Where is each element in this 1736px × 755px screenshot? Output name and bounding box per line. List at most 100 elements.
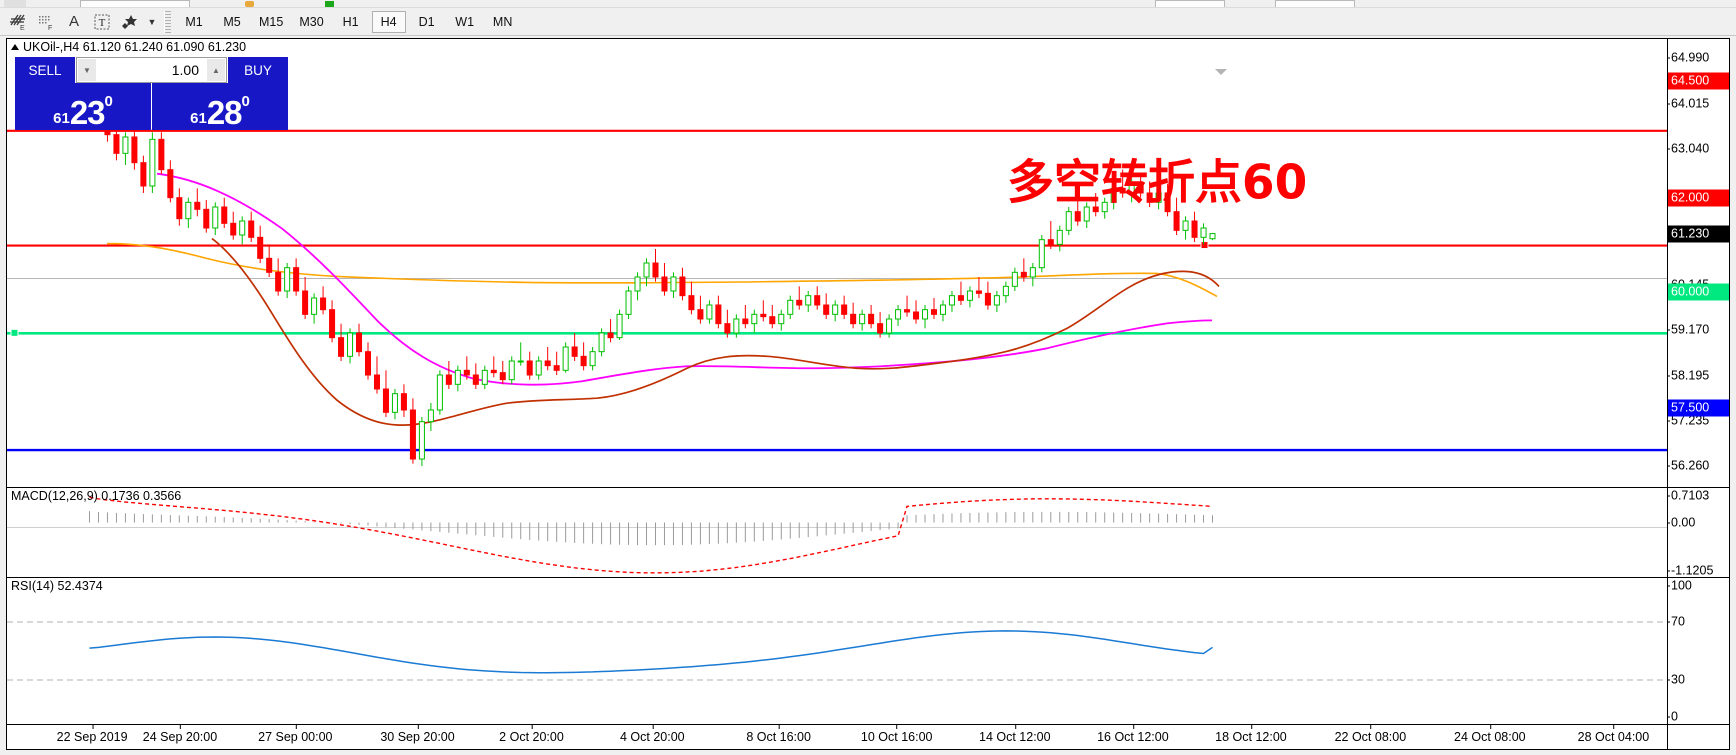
- timeframe-button-h4[interactable]: H4: [371, 10, 406, 33]
- ma-darkred-path: [211, 237, 1220, 426]
- candle-body: [248, 220, 255, 238]
- buy-price-button[interactable]: 61 28 0: [152, 83, 288, 130]
- sell-price-button[interactable]: 61 23 0: [15, 83, 151, 130]
- timeframe-button-m1[interactable]: M1: [185, 14, 203, 29]
- candle-body: [382, 388, 389, 413]
- symbol-ohlc-text: UKOil-,H4 61.120 61.240 61.090 61.230: [23, 40, 247, 54]
- macd-scale[interactable]: 0.7103 0.00 -1.1205: [1666, 488, 1729, 578]
- svg-text:E: E: [20, 25, 25, 31]
- time-axis-label: 30 Sep 20:00: [380, 724, 455, 744]
- sell-price-main: 23: [69, 94, 106, 131]
- objects-icon[interactable]: [117, 10, 143, 34]
- scale-corner: [1667, 724, 1729, 749]
- candle-body: [535, 360, 542, 376]
- indicators-glyph: E: [10, 14, 25, 31]
- price-scale[interactable]: 64.99064.01563.04062.06561.16560.14559.1…: [1666, 39, 1729, 487]
- time-axis-label: 22 Oct 08:00: [1334, 724, 1407, 744]
- price-tag-64-500[interactable]: 64.500: [1668, 72, 1729, 90]
- price-tag-62-000[interactable]: 62.000: [1668, 189, 1729, 207]
- indicators-icon[interactable]: E: [5, 10, 31, 34]
- one-click-trading-panel: SELL ▼ 1.00 ▲ BUY 61 23 0 61 28 0: [15, 57, 288, 130]
- strip-field: [80, 0, 190, 7]
- candle-body: [679, 276, 686, 297]
- candle-body: [778, 313, 785, 325]
- buy-price-suffix: 0: [241, 93, 250, 110]
- level-handle-62000[interactable]: [1200, 241, 1209, 250]
- collapse-triangle-icon[interactable]: [11, 44, 19, 50]
- timeframe-button-h1[interactable]: H1: [342, 14, 359, 29]
- sell-button[interactable]: SELL: [15, 57, 75, 83]
- volume-stepper[interactable]: ▼ 1.00 ▲: [76, 57, 227, 83]
- candle-body: [517, 360, 524, 363]
- price-tick: 58.195: [1666, 368, 1710, 383]
- candle-body: [347, 332, 354, 357]
- timeframe-button-m5[interactable]: M5: [223, 14, 241, 29]
- macd-tick: -1.1205: [1666, 563, 1714, 578]
- chart-dropdown-marker: [1215, 69, 1227, 75]
- candle-body: [418, 421, 425, 460]
- price-tick: 56.260: [1666, 458, 1710, 473]
- text-tool-icon[interactable]: A: [68, 13, 79, 30]
- chart-annotation-text: 多空转折点60: [1007, 156, 1307, 211]
- candle-body: [796, 299, 803, 306]
- candle-body: [266, 257, 273, 273]
- candle-body: [275, 271, 282, 292]
- octp-controls-row: SELL ▼ 1.00 ▲ BUY: [15, 57, 288, 83]
- timeframe-button-w1[interactable]: W1: [455, 14, 475, 29]
- candle-body: [895, 309, 902, 320]
- timeframe-button-mn[interactable]: MN: [492, 14, 513, 29]
- candle-body: [913, 311, 920, 320]
- candle-body: [454, 369, 461, 385]
- candle-body: [472, 374, 479, 385]
- candle-body: [742, 318, 749, 325]
- candle-body: [580, 355, 587, 367]
- buy-button[interactable]: BUY: [228, 57, 288, 83]
- price-plot[interactable]: 多空转折点60: [7, 39, 1667, 487]
- price-tag-57-500[interactable]: 57.500: [1668, 399, 1729, 417]
- price-plot-svg: 多空转折点60: [7, 76, 1667, 466]
- candle-body: [508, 360, 515, 381]
- volume-increment-button[interactable]: ▲: [206, 58, 226, 82]
- macd-header: MACD(12,26,9) 0.1736 0.3566: [11, 489, 182, 503]
- crosshair-grid-icon[interactable]: F: [33, 10, 59, 34]
- candle-body: [481, 369, 488, 385]
- candle-body: [373, 374, 380, 390]
- rsi-scale[interactable]: 100 70 30 0: [1667, 578, 1729, 724]
- timeframe-button-m30[interactable]: M30: [299, 14, 324, 29]
- candle-body: [293, 267, 300, 292]
- macd-plot[interactable]: [7, 488, 1667, 577]
- candle-body: [634, 276, 641, 292]
- candle-body: [230, 222, 237, 236]
- time-axis-label: 4 Oct 20:00: [619, 724, 685, 744]
- candle-body: [1074, 211, 1081, 222]
- text-label-icon[interactable]: T: [89, 10, 115, 34]
- candle-body: [436, 374, 443, 411]
- candle-body: [1038, 239, 1045, 269]
- price-tag-60-000[interactable]: 60.000: [1668, 283, 1729, 301]
- price-tag-61-230[interactable]: 61.230: [1668, 225, 1729, 243]
- rsi-plot[interactable]: [7, 578, 1667, 724]
- objects-dropdown-icon[interactable]: ▼: [147, 16, 157, 27]
- candle-body: [562, 346, 569, 371]
- timeframe-button-m15[interactable]: M15: [259, 14, 284, 29]
- timeframe-button-d1[interactable]: D1: [418, 14, 435, 29]
- macd-tick: 0.7103: [1666, 488, 1710, 503]
- candle-body: [140, 162, 147, 187]
- ma-magenta-path: [156, 172, 1213, 386]
- octp-price-row: 61 23 0 61 28 0: [15, 83, 288, 130]
- volume-decrement-button[interactable]: ▼: [77, 58, 97, 82]
- chevron-up-icon: ▲: [212, 65, 220, 75]
- candle-body: [490, 369, 497, 374]
- candle-body: [391, 393, 398, 413]
- candle-body: [445, 374, 452, 385]
- time-axis-label: 14 Oct 12:00: [978, 724, 1051, 744]
- level-handle-60000[interactable]: [10, 328, 19, 337]
- candle-body: [724, 323, 731, 334]
- candle-body: [1083, 206, 1090, 222]
- candle-body: [877, 323, 884, 334]
- strip-icon-green: [325, 1, 334, 7]
- candle-body: [1020, 271, 1027, 278]
- candle-body: [122, 136, 129, 154]
- candle-body: [167, 169, 174, 199]
- volume-value[interactable]: 1.00: [97, 58, 206, 82]
